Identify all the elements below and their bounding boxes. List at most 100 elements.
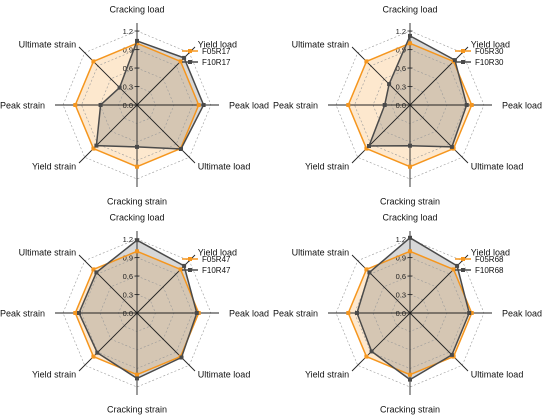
axis-label: Yield load <box>198 248 237 258</box>
axis-label: Yield load <box>471 248 510 258</box>
axis-label: Yield strain <box>32 161 76 171</box>
axis-label: Ultimate strain <box>292 40 350 50</box>
tick-label: 0.3 <box>123 83 133 92</box>
legend-marker-F10R68 <box>461 268 465 272</box>
grid-ring <box>335 238 485 388</box>
tick-label: 0.3 <box>396 83 406 92</box>
axis-label: Cracking strain <box>380 405 440 415</box>
axis-spoke <box>409 312 469 372</box>
legend-label: F05R68 <box>475 255 504 264</box>
series-point-F05R47 <box>178 267 183 272</box>
tick-label: 0.9 <box>396 46 406 55</box>
series-point-F10R17 <box>182 55 187 60</box>
axis-label: Peak strain <box>273 101 318 111</box>
grid-ring <box>62 30 212 180</box>
series-point-F10R30 <box>464 103 469 107</box>
axis-spoke <box>409 104 469 164</box>
tick-label: 0.9 <box>396 254 406 263</box>
tick-label: 1.2 <box>396 235 406 244</box>
legend-marker-F10R47 <box>188 268 192 272</box>
series-point-F05R30 <box>408 41 412 46</box>
series-point-F10R17 <box>135 38 139 43</box>
axis-label: Yield load <box>198 40 237 50</box>
grid-ring <box>62 238 212 388</box>
series-point-F10R47 <box>179 355 184 360</box>
radar-panel-3: 1.2 0.9 0.6 0.3 0.0 Cracking load Yield load Pe… <box>0 213 269 415</box>
series-point-F05R68 <box>451 267 456 272</box>
tick-label: 1.2 <box>396 27 406 36</box>
series-point-F10R30 <box>452 58 457 63</box>
axis-label: Cracking load <box>382 5 437 15</box>
tick-label: 0.9 <box>123 46 133 55</box>
series-point-F05R47 <box>91 267 96 272</box>
legend-marker-F10R30 <box>461 60 465 64</box>
series-point-F05R17 <box>73 103 78 107</box>
series-point-F05R30 <box>364 146 369 151</box>
grid-ring <box>335 30 485 180</box>
series-point-F10R47 <box>135 238 139 243</box>
series-point-F10R68 <box>408 235 412 240</box>
series-point-F10R17 <box>201 103 206 107</box>
legend-label: F10R17 <box>202 58 231 67</box>
axis-label: Yield load <box>471 40 510 50</box>
series-point-F05R30 <box>346 103 351 107</box>
legend-label: F10R68 <box>475 266 504 275</box>
series-point-F05R47 <box>73 311 78 315</box>
axis-spoke <box>351 104 411 164</box>
series-point-F10R47 <box>135 376 139 381</box>
series-point-F10R47 <box>94 270 99 275</box>
axis-label: Cracking strain <box>380 197 440 207</box>
axis-label: Yield strain <box>305 161 349 171</box>
axis-spoke <box>409 46 469 106</box>
radar-panel-2: 1.2 0.9 0.6 0.3 0.0 Cracking load Yield load Pe… <box>273 5 542 207</box>
series-point-F10R30 <box>449 144 454 149</box>
series-point-F05R47 <box>135 249 139 254</box>
series-point-F10R30 <box>382 103 387 107</box>
axis-label: Ultimate load <box>471 369 524 379</box>
axis-spoke <box>351 46 411 106</box>
series-point-F05R47 <box>135 372 139 377</box>
series-point-F05R17 <box>91 59 96 64</box>
axis-label: Cracking strain <box>107 197 167 207</box>
series-point-F10R68 <box>467 311 472 315</box>
axis-label: Peak load <box>502 101 542 111</box>
axis-spoke <box>351 254 411 314</box>
axis-label: Peak load <box>229 309 269 319</box>
axis-spoke <box>78 312 138 372</box>
series-point-F10R17 <box>94 143 99 148</box>
axis-label: Peak load <box>502 309 542 319</box>
series-point-F05R68 <box>469 311 474 315</box>
tick-label: 0.6 <box>123 64 133 73</box>
axis-label: Ultimate load <box>198 161 251 171</box>
series-point-F05R17 <box>135 41 139 46</box>
axis-label: Cracking load <box>109 5 164 15</box>
legend-marker-F05R30 <box>461 49 465 53</box>
axis-label: Peak strain <box>0 309 45 319</box>
series-point-F05R17 <box>91 146 96 151</box>
series-point-F10R47 <box>182 263 187 268</box>
series-point-F05R30 <box>364 59 369 64</box>
tick-label: 1.2 <box>123 27 133 36</box>
legend-marker-F05R47 <box>188 257 192 261</box>
series-point-F05R30 <box>408 164 412 169</box>
series-area-F10R30 <box>369 35 467 147</box>
series-point-F10R17 <box>135 144 139 149</box>
series-point-F10R68 <box>355 311 359 315</box>
tick-label: 0.6 <box>123 272 133 281</box>
axis-label: Ultimate strain <box>19 40 77 50</box>
series-point-F05R17 <box>135 164 139 169</box>
tick-label: 0.3 <box>396 291 406 300</box>
series-point-F05R68 <box>408 249 412 254</box>
tick-label: 0.0 <box>396 309 406 318</box>
axis-label: Cracking load <box>382 213 437 223</box>
series-point-F10R17 <box>179 147 183 151</box>
axis-label: Peak strain <box>273 309 318 319</box>
series-point-F05R30 <box>469 103 474 107</box>
legend-label: F05R17 <box>202 47 231 56</box>
series-point-F10R47 <box>77 311 81 315</box>
axis-label: Peak load <box>229 101 269 111</box>
series-point-F10R68 <box>449 352 454 357</box>
axis-spoke <box>136 312 196 372</box>
axis-label: Ultimate load <box>198 369 251 379</box>
